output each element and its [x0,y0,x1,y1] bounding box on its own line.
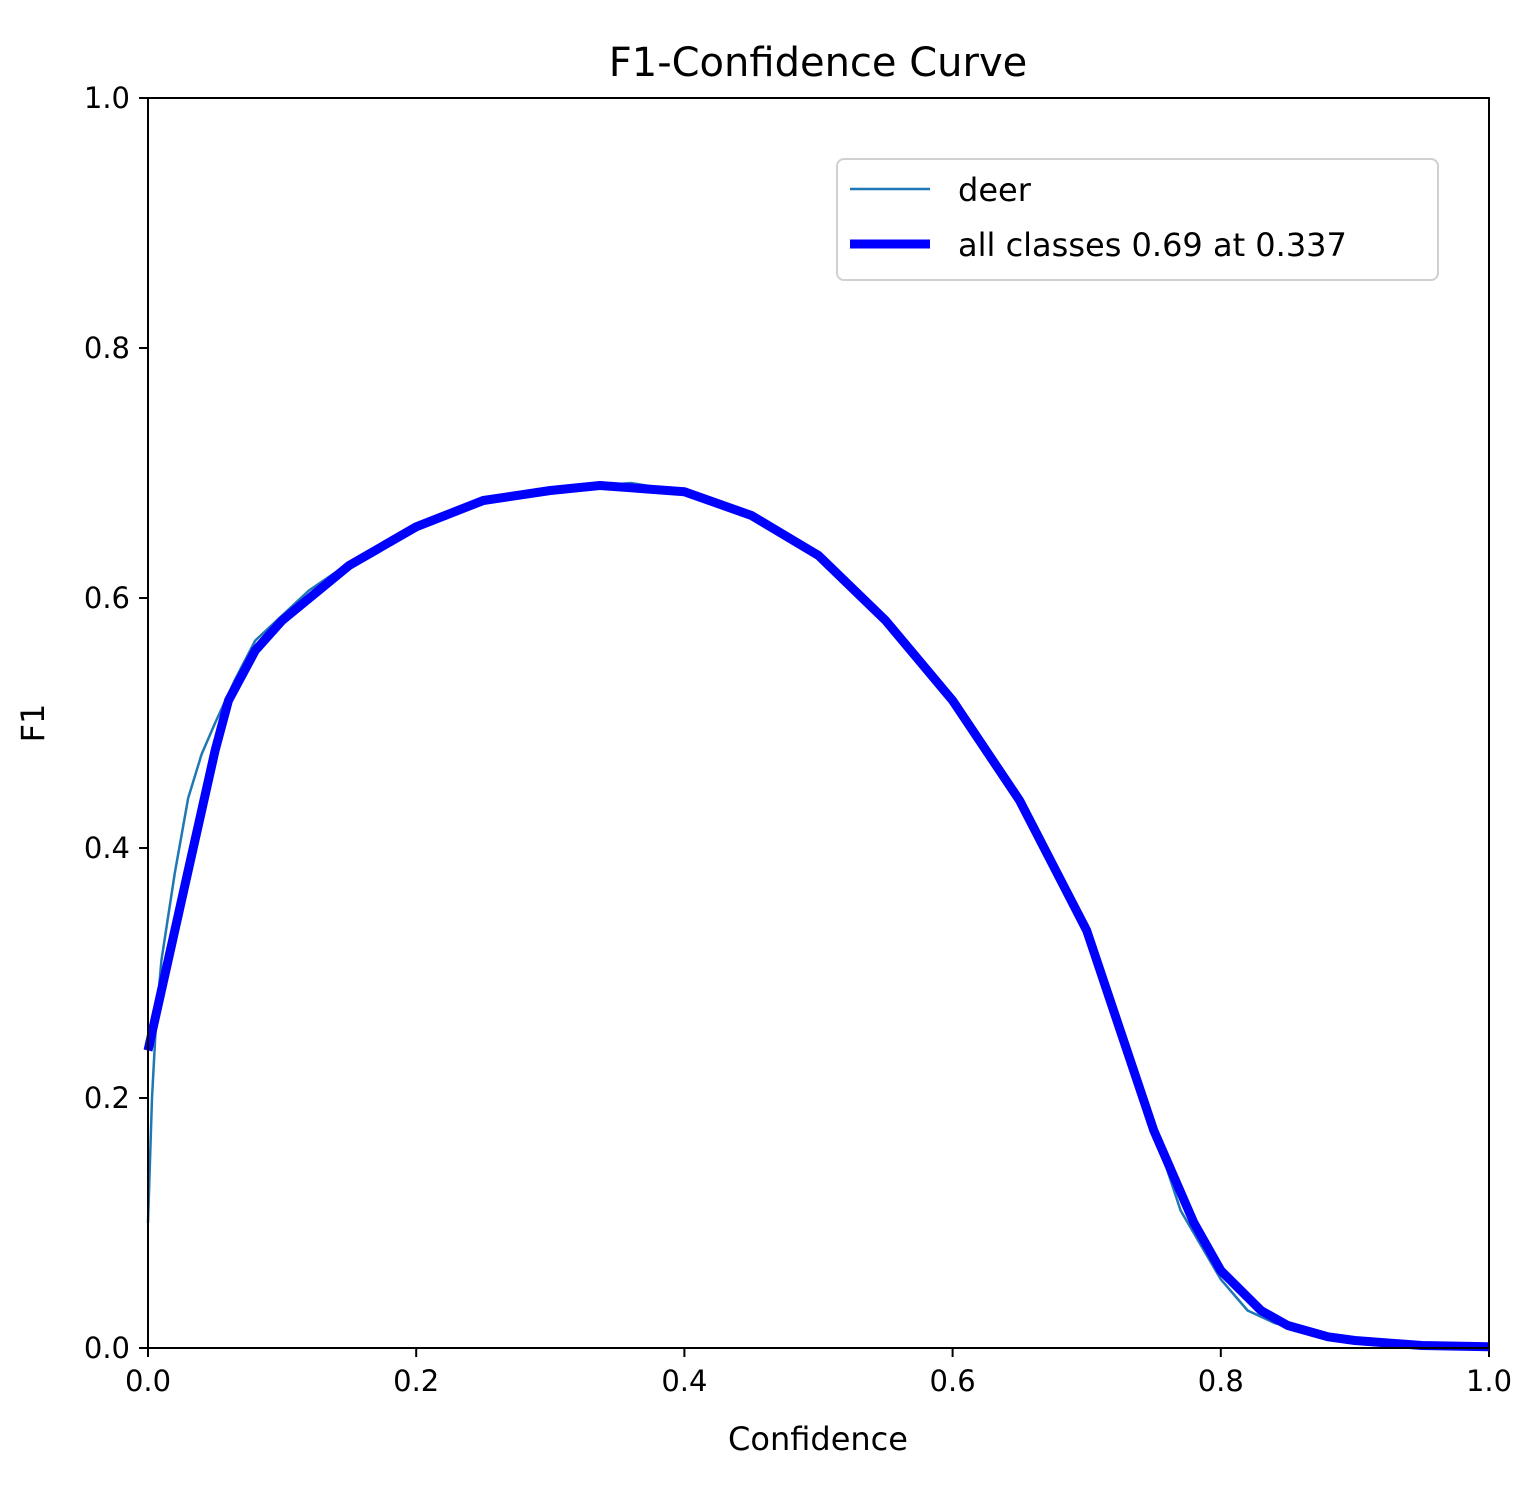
x-tick-label: 0.8 [1198,1364,1244,1398]
legend-box [836,158,1439,281]
chart-title: F1-Confidence Curve [609,40,1028,86]
y-tick-label: 0.6 [84,581,130,615]
y-tick-label: 1.0 [84,81,130,115]
y-tick-label: 0.4 [84,831,130,865]
y-tick-label: 0.2 [84,1081,130,1115]
plot-frame [147,97,1490,1349]
legend-label-all-classes: all classes 0.69 at 0.337 [958,226,1347,264]
x-tick-label: 0.0 [125,1364,171,1398]
y-tick-label: 0.8 [84,331,130,365]
x-tick-label: 0.2 [393,1364,439,1398]
legend-label-deer: deer [958,171,1032,209]
x-tick-label: 0.4 [661,1364,707,1398]
y-axis-label: F1 [14,704,52,743]
series-line-all-classes [143,481,1490,1352]
legend: deer all classes 0.69 at 0.337 [836,158,1439,281]
y-tick-label: 0.0 [84,1331,130,1365]
x-tick-label: 1.0 [1466,1364,1512,1398]
x-tick-label: 0.6 [930,1364,976,1398]
x-axis-label: Confidence [728,1420,908,1458]
